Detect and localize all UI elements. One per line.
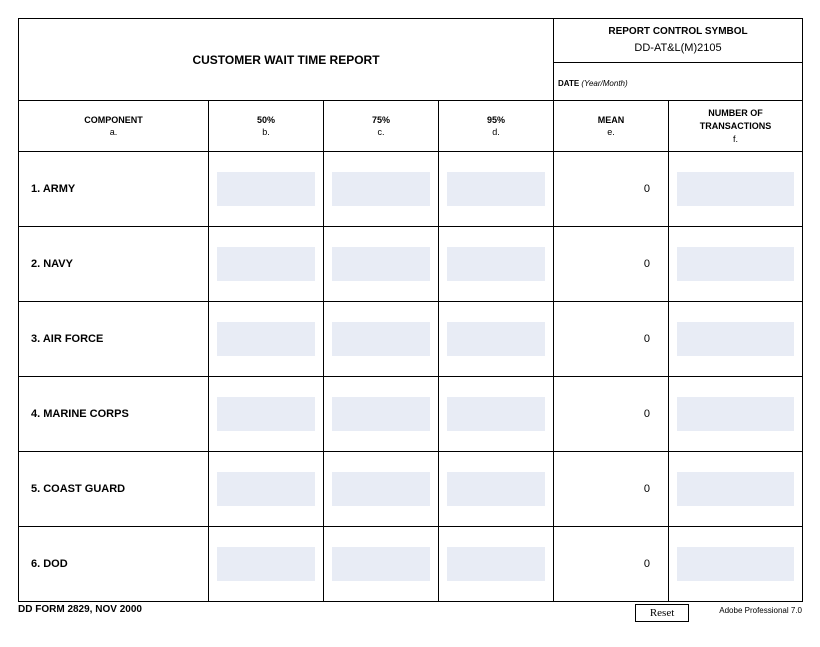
p75-input[interactable] (332, 322, 430, 356)
p50-input[interactable] (217, 247, 315, 281)
p75-cell (324, 152, 439, 227)
p50-cell (209, 377, 324, 452)
component-label: 4. MARINE CORPS (19, 377, 209, 452)
ntrans-cell (669, 452, 803, 527)
reset-button[interactable]: Reset (635, 604, 689, 622)
ntrans-cell (669, 227, 803, 302)
ntrans-cell (669, 302, 803, 377)
col-p50: 50% b. (209, 101, 324, 152)
p95-cell (439, 377, 554, 452)
mean-value: 0 (554, 527, 669, 602)
table-row: 3. AIR FORCE 0 (19, 302, 803, 377)
p50-input[interactable] (217, 322, 315, 356)
form-id: DD FORM 2829, NOV 2000 (18, 604, 142, 615)
ntrans-input[interactable] (677, 322, 794, 356)
report-control-value: DD-AT&L(M)2105 (558, 41, 798, 56)
footer-row: DD FORM 2829, NOV 2000 Reset Adobe Profe… (18, 604, 802, 622)
col-mean: MEAN e. (554, 101, 669, 152)
table-row: 5. COAST GUARD 0 (19, 452, 803, 527)
component-label: 6. DOD (19, 527, 209, 602)
table-row: 6. DOD 0 (19, 527, 803, 602)
p95-input[interactable] (447, 322, 545, 356)
p95-input[interactable] (447, 472, 545, 506)
p95-input[interactable] (447, 547, 545, 581)
p50-cell (209, 452, 324, 527)
p95-cell (439, 527, 554, 602)
p50-cell (209, 152, 324, 227)
p75-input[interactable] (332, 247, 430, 281)
date-hint: (Year/Month) (581, 79, 627, 88)
component-label: 3. AIR FORCE (19, 302, 209, 377)
ntrans-cell (669, 527, 803, 602)
col-p95: 95% d. (439, 101, 554, 152)
ntrans-cell (669, 152, 803, 227)
p95-cell (439, 302, 554, 377)
p50-cell (209, 527, 324, 602)
mean-value: 0 (554, 452, 669, 527)
p95-input[interactable] (447, 397, 545, 431)
p75-input[interactable] (332, 397, 430, 431)
p95-cell (439, 452, 554, 527)
ntrans-input[interactable] (677, 547, 794, 581)
table-row: 2. NAVY 0 (19, 227, 803, 302)
p95-input[interactable] (447, 247, 545, 281)
mean-value: 0 (554, 377, 669, 452)
col-ntrans: NUMBER OF TRANSACTIONS f. (669, 101, 803, 152)
table-row: 1. ARMY 0 (19, 152, 803, 227)
p95-cell (439, 152, 554, 227)
p75-cell (324, 527, 439, 602)
p50-input[interactable] (217, 172, 315, 206)
p75-input[interactable] (332, 547, 430, 581)
mean-value: 0 (554, 152, 669, 227)
ntrans-cell (669, 377, 803, 452)
col-p75: 75% c. (324, 101, 439, 152)
p50-cell (209, 302, 324, 377)
ntrans-input[interactable] (677, 172, 794, 206)
p50-input[interactable] (217, 547, 315, 581)
mean-value: 0 (554, 227, 669, 302)
component-label: 2. NAVY (19, 227, 209, 302)
ntrans-input[interactable] (677, 472, 794, 506)
column-header-row: COMPONENT a. 50% b. 75% c. 95% d. MEAN e… (19, 101, 803, 152)
ntrans-input[interactable] (677, 247, 794, 281)
p75-cell (324, 377, 439, 452)
p75-cell (324, 452, 439, 527)
table-row: 4. MARINE CORPS 0 (19, 377, 803, 452)
report-control-symbol-box: REPORT CONTROL SYMBOL DD-AT&L(M)2105 (554, 19, 803, 63)
ntrans-input[interactable] (677, 397, 794, 431)
p75-cell (324, 227, 439, 302)
p75-cell (324, 302, 439, 377)
p75-input[interactable] (332, 472, 430, 506)
p75-input[interactable] (332, 172, 430, 206)
report-title: CUSTOMER WAIT TIME REPORT (19, 19, 554, 101)
component-label: 5. COAST GUARD (19, 452, 209, 527)
col-component: COMPONENT a. (19, 101, 209, 152)
adobe-note: Adobe Professional 7.0 (719, 604, 802, 615)
p50-input[interactable] (217, 472, 315, 506)
report-control-label: REPORT CONTROL SYMBOL (558, 25, 798, 39)
p50-input[interactable] (217, 397, 315, 431)
date-box: DATE (Year/Month) (554, 63, 803, 101)
mean-value: 0 (554, 302, 669, 377)
component-label: 1. ARMY (19, 152, 209, 227)
p95-cell (439, 227, 554, 302)
p95-input[interactable] (447, 172, 545, 206)
form-container: CUSTOMER WAIT TIME REPORT REPORT CONTROL… (18, 18, 802, 622)
p50-cell (209, 227, 324, 302)
date-label: DATE (558, 79, 579, 88)
report-table: CUSTOMER WAIT TIME REPORT REPORT CONTROL… (18, 18, 803, 602)
